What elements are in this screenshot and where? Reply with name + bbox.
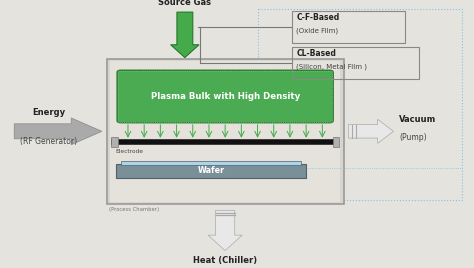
Text: (RF Generator): (RF Generator) <box>20 137 77 146</box>
Text: (Silicon, Metal Film ): (Silicon, Metal Film ) <box>296 64 367 70</box>
Text: (Process Chamber): (Process Chamber) <box>109 207 159 212</box>
Text: Electrode: Electrode <box>115 149 143 154</box>
Bar <box>292 47 419 79</box>
Text: (Oxide Film): (Oxide Film) <box>296 28 338 34</box>
Bar <box>110 61 340 202</box>
Bar <box>333 137 339 147</box>
Polygon shape <box>348 119 393 143</box>
Text: Source Gas: Source Gas <box>158 0 211 7</box>
Bar <box>111 137 118 147</box>
Text: Energy: Energy <box>32 107 65 117</box>
Text: Heat (Chiller): Heat (Chiller) <box>193 256 257 265</box>
Text: Plasma Bulk with High Density: Plasma Bulk with High Density <box>151 92 300 101</box>
Bar <box>107 59 344 204</box>
Bar <box>118 71 332 122</box>
Text: Wafer: Wafer <box>197 166 225 175</box>
Polygon shape <box>14 118 102 145</box>
Text: Vacuum: Vacuum <box>399 115 437 124</box>
Polygon shape <box>208 210 242 251</box>
Bar <box>292 11 405 43</box>
Bar <box>116 164 306 178</box>
Text: (Pump): (Pump) <box>399 133 427 142</box>
Bar <box>121 161 301 165</box>
FancyBboxPatch shape <box>117 70 333 123</box>
Polygon shape <box>171 12 199 58</box>
Bar <box>258 9 462 200</box>
Text: CL-Based: CL-Based <box>296 49 336 58</box>
Text: C-F-Based: C-F-Based <box>296 13 339 22</box>
